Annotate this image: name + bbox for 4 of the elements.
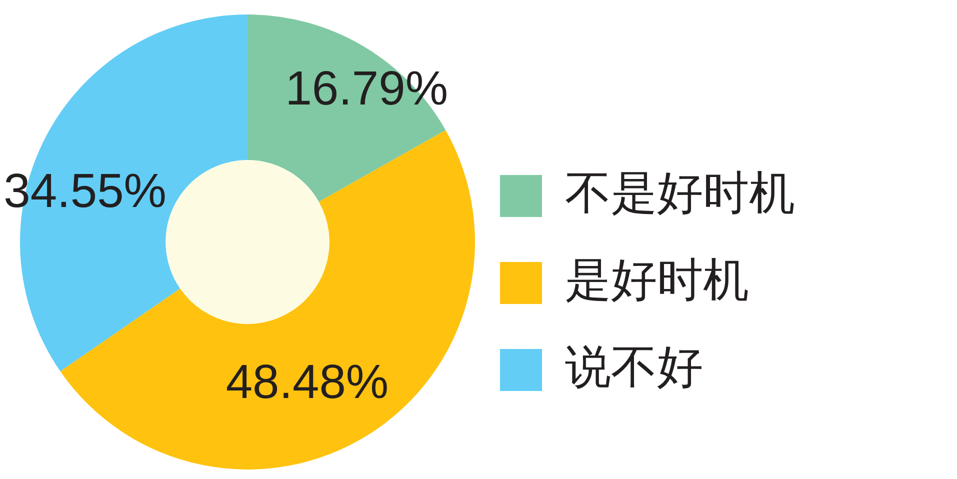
data-label: 48.48% xyxy=(226,356,389,410)
legend-label: 是好时机 xyxy=(565,254,749,306)
legend-label: 不是好时机 xyxy=(565,166,795,219)
legend-label: 说不好 xyxy=(565,340,703,393)
